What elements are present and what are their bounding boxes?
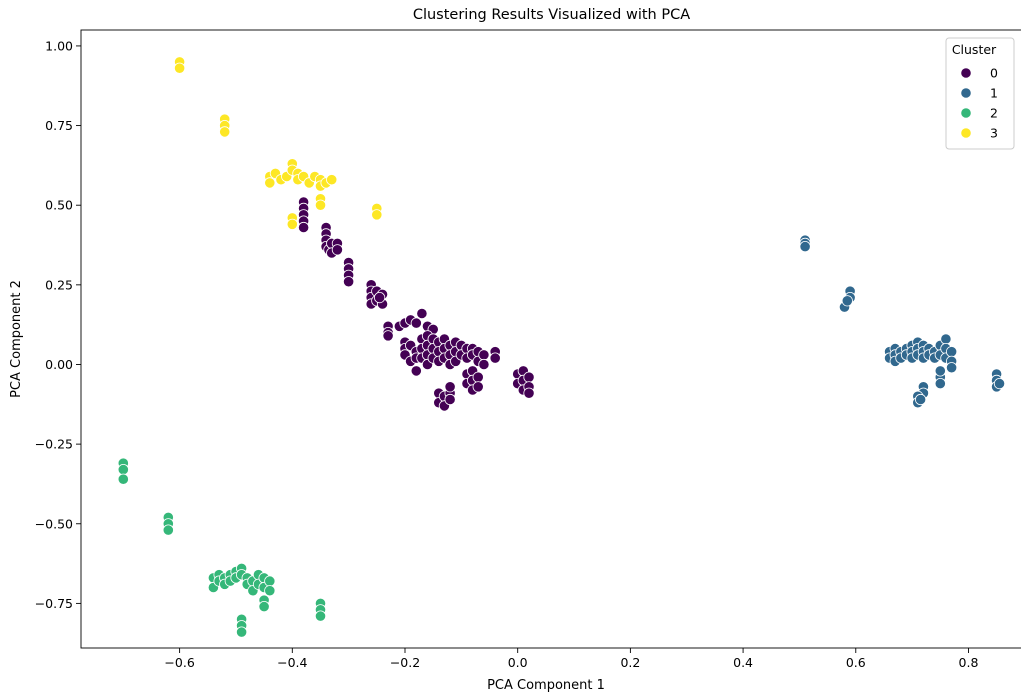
x-axis-label: PCA Component 1 <box>487 678 605 693</box>
point-cluster-2-27 <box>264 585 276 597</box>
point-cluster-1-34 <box>945 346 958 358</box>
y-tick-label-6: 0.75 <box>45 118 73 133</box>
y-axis: −0.75 −0.50 −0.25 0.00 0.25 0.50 0.75 1.00 <box>35 38 81 611</box>
point-cluster-2-5 <box>162 524 174 536</box>
point-cluster-1-6 <box>841 295 853 307</box>
point-cluster-0-29 <box>382 330 394 342</box>
legend-box <box>945 37 1015 150</box>
x-tick-label-5: 0.4 <box>733 655 753 670</box>
legend-label-3: 3 <box>990 126 998 141</box>
x-tick-label-1: −0.4 <box>277 655 307 670</box>
x-tick-label-4: 0.2 <box>620 655 640 670</box>
chart-title: Clustering Results Visualized with PCA <box>413 7 690 23</box>
point-cluster-0-91 <box>444 393 456 406</box>
legend-marker-3 <box>960 127 972 139</box>
point-cluster-3-24 <box>286 218 298 230</box>
legend-marker-0 <box>960 67 972 79</box>
legend-title: Cluster <box>952 42 997 57</box>
x-tick-label-0: −0.6 <box>164 655 194 670</box>
point-cluster-1-2 <box>799 241 811 253</box>
point-cluster-1-44 <box>934 365 946 377</box>
point-cluster-0-17 <box>342 276 355 288</box>
legend-marker-2 <box>960 107 972 119</box>
point-cluster-3-22 <box>314 199 327 211</box>
point-cluster-1-31 <box>940 333 952 345</box>
y-axis-label: PCA Component 2 <box>9 280 24 398</box>
point-cluster-3-6 <box>264 177 276 189</box>
point-cluster-0-92 <box>444 381 456 393</box>
point-cluster-0-85 <box>489 352 501 364</box>
point-cluster-2-32 <box>236 626 248 638</box>
point-cluster-0-100 <box>523 387 535 399</box>
y-tick-label-4: 0.25 <box>45 277 73 292</box>
y-tick-label-1: −0.50 <box>35 516 73 531</box>
point-cluster-3-4 <box>219 126 231 138</box>
y-tick-label-0: −0.75 <box>35 596 73 611</box>
x-tick-label-3: 0.0 <box>508 655 528 670</box>
legend-label-0: 0 <box>990 66 998 81</box>
point-cluster-1-36 <box>945 362 958 374</box>
x-axis: −0.6 −0.4 −0.2 0.0 0.2 0.4 0.6 0.8 <box>164 648 978 670</box>
x-tick-label-7: 0.8 <box>959 655 979 670</box>
y-tick-label-5: 0.50 <box>45 198 73 213</box>
point-cluster-0-26 <box>373 291 386 304</box>
point-cluster-0-76 <box>478 358 490 371</box>
point-cluster-2-29 <box>258 600 270 613</box>
point-cluster-0-82 <box>472 371 484 383</box>
point-cluster-2-26 <box>264 575 276 587</box>
point-cluster-0-34 <box>416 307 428 320</box>
point-cluster-3-1 <box>174 62 186 74</box>
point-cluster-0-13 <box>331 244 343 256</box>
point-cluster-0-4 <box>297 221 310 234</box>
point-cluster-0-44 <box>410 365 422 377</box>
point-cluster-2-2 <box>117 473 129 485</box>
x-tick-label-6: 0.6 <box>846 655 866 670</box>
point-cluster-2-1 <box>117 463 129 476</box>
point-cluster-0-75 <box>478 349 490 361</box>
point-cluster-1-43 <box>934 377 946 390</box>
y-tick-label-7: 1.00 <box>45 38 73 53</box>
point-cluster-0-33 <box>410 317 422 329</box>
y-tick-label-3: 0.00 <box>45 357 73 372</box>
point-cluster-3-26 <box>371 209 383 221</box>
point-cluster-1-48 <box>993 377 1006 390</box>
legend-marker-1 <box>960 87 972 99</box>
point-cluster-3-20 <box>326 174 338 186</box>
legend-label-1: 1 <box>990 86 998 101</box>
y-tick-label-2: −0.25 <box>35 437 73 452</box>
point-cluster-2-35 <box>314 610 327 622</box>
point-cluster-0-98 <box>523 371 535 383</box>
plot-frame <box>80 29 1021 649</box>
point-cluster-0-83 <box>472 381 484 393</box>
legend-label-2: 2 <box>990 106 998 121</box>
legend: Cluster 0 1 2 3 <box>945 37 1015 150</box>
point-cluster-1-41 <box>914 393 927 406</box>
points-layer <box>117 56 1006 638</box>
x-tick-label-2: −0.2 <box>390 655 420 670</box>
